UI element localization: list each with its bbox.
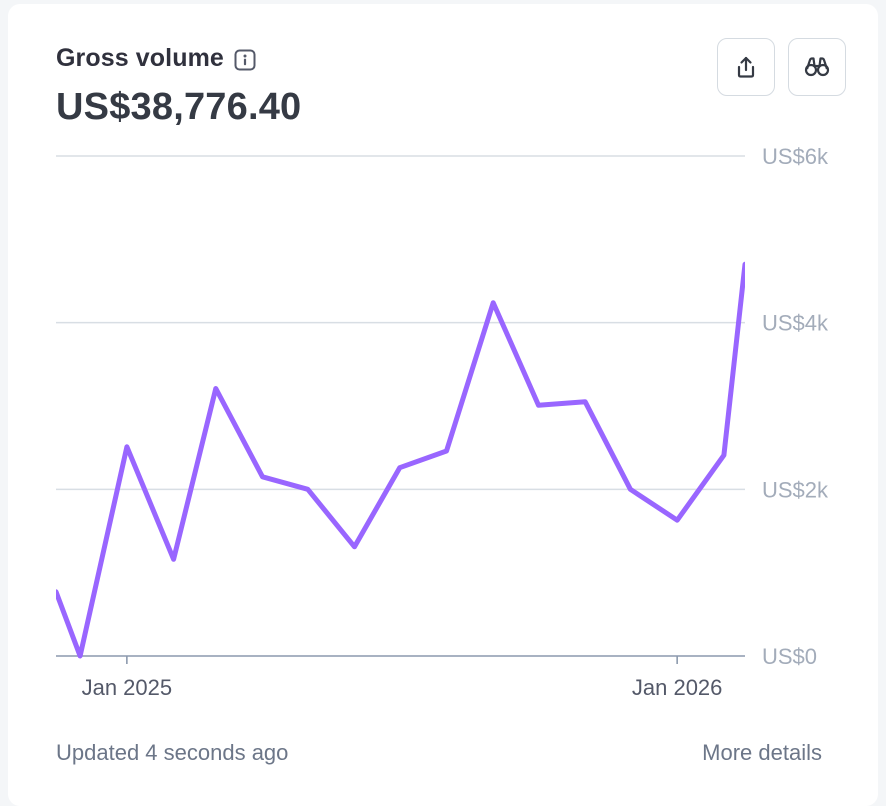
chart-title: Gross volume (56, 44, 224, 72)
x-tick-label: Jan 2025 (82, 675, 173, 700)
explore-button[interactable] (788, 38, 846, 96)
export-button[interactable] (717, 38, 775, 96)
gross-volume-chart: US$0 US$2k US$4k US$6k Jan 2025 Jan 2026 (56, 144, 829, 700)
binoculars-icon (804, 57, 830, 77)
y-tick-label: US$2k (762, 477, 829, 502)
gross-volume-card: Gross volume US$38,776.40 Updated 4 seco… (8, 4, 878, 806)
y-tick-label: US$6k (762, 144, 829, 169)
info-icon[interactable] (234, 49, 256, 71)
y-tick-label: US$0 (762, 644, 817, 669)
more-details-link[interactable]: More details (702, 740, 822, 765)
total-amount: US$38,776.40 (56, 86, 302, 128)
share-export-icon (737, 56, 755, 78)
updated-status: Updated 4 seconds ago (56, 740, 289, 765)
y-tick-label: US$4k (762, 311, 829, 336)
x-tick-label: Jan 2026 (632, 675, 723, 700)
title-row: Gross volume (56, 44, 256, 73)
